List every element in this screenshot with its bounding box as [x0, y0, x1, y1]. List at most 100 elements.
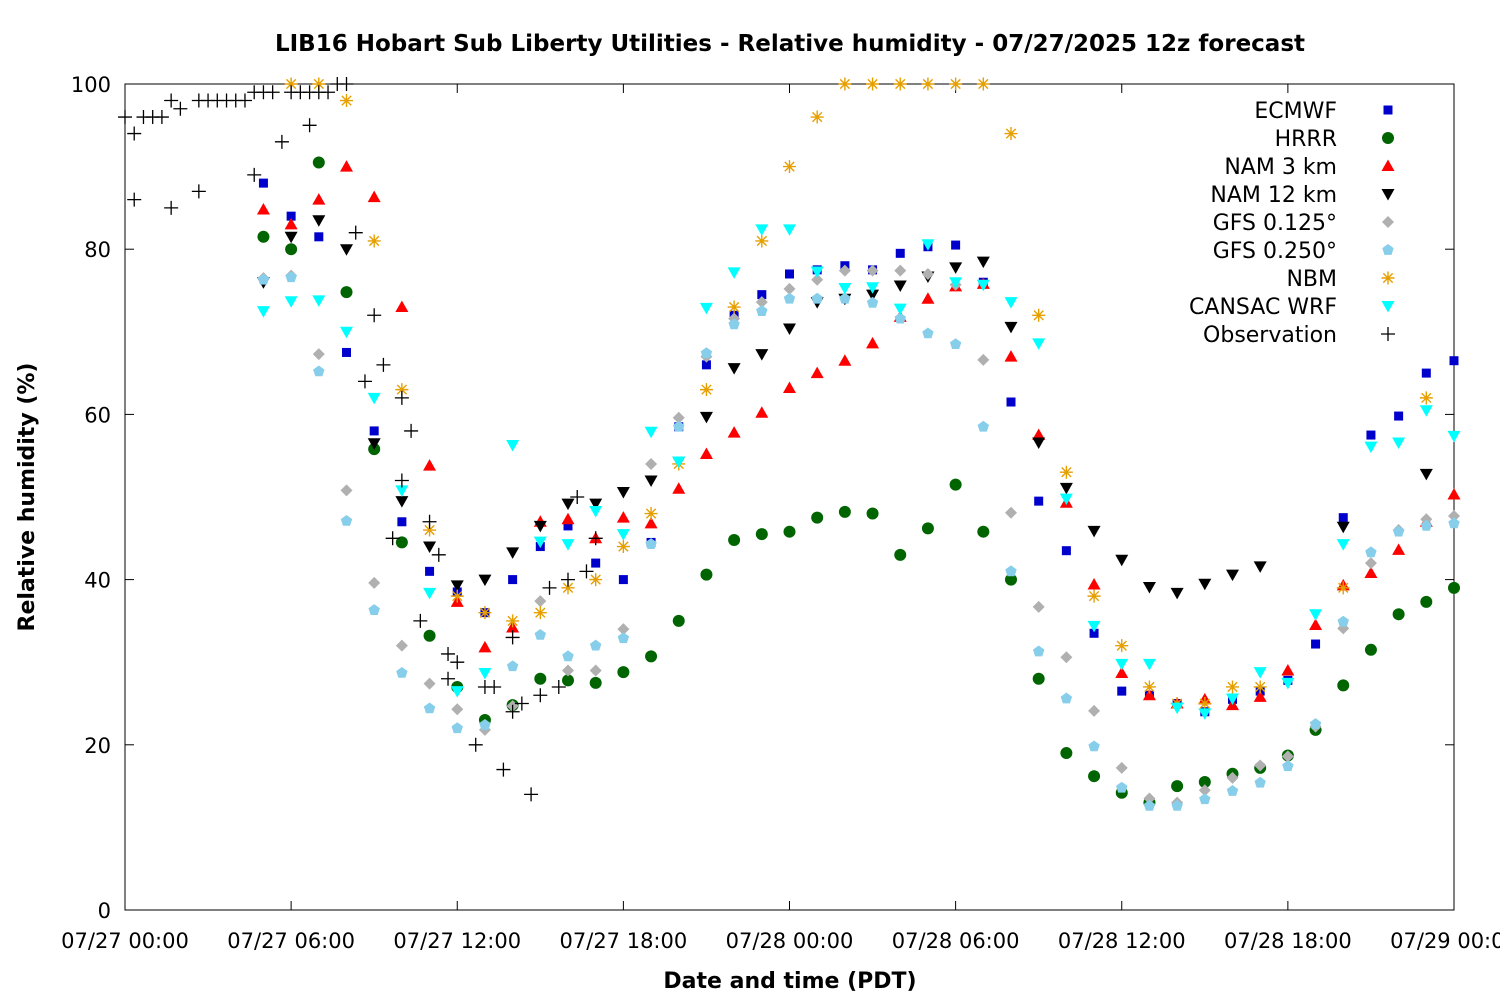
x-tick-label: 07/27 06:00 [227, 929, 355, 953]
data-point [1032, 428, 1046, 441]
data-point [173, 101, 188, 116]
data-point [533, 688, 548, 703]
data-point [866, 289, 880, 302]
data-point [895, 248, 905, 258]
data-point [1419, 405, 1433, 417]
data-point [314, 232, 324, 242]
data-point [423, 541, 437, 554]
data-point [1364, 566, 1378, 578]
data-point [534, 672, 547, 685]
data-point [451, 703, 464, 716]
data-point [783, 292, 796, 304]
data-point [1447, 488, 1461, 500]
data-point [1115, 666, 1129, 678]
data-point [1366, 430, 1376, 440]
data-point [431, 547, 446, 562]
data-point [1170, 587, 1184, 600]
data-point [1419, 391, 1433, 405]
data-point [1059, 482, 1073, 495]
data-point [1087, 578, 1101, 590]
data-point [284, 77, 298, 91]
data-point [1419, 468, 1433, 481]
data-point [423, 677, 436, 690]
y-axis: 0 20 40 60 80 100 [71, 73, 1454, 923]
data-point [1198, 697, 1212, 710]
data-point [284, 296, 298, 308]
x-tick-label: 07/28 12:00 [1058, 929, 1186, 953]
data-point [284, 231, 298, 244]
data-point [838, 283, 852, 295]
data-point [395, 300, 409, 313]
data-point [1394, 411, 1404, 421]
data-point [1309, 618, 1323, 631]
data-point [727, 426, 741, 438]
data-point [1032, 600, 1045, 613]
data-point [616, 487, 630, 499]
data-point [894, 264, 907, 277]
series-cansac-wrf [256, 224, 1461, 720]
series-gfs-0-250 [257, 271, 1460, 811]
data-point [340, 484, 353, 497]
data-point [699, 383, 713, 397]
data-point [921, 77, 935, 91]
data-point [1365, 546, 1377, 558]
data-point [1032, 437, 1046, 449]
data-point [312, 348, 325, 361]
data-point [533, 520, 547, 533]
data-point [672, 614, 685, 627]
data-point [1143, 799, 1156, 811]
data-point [949, 277, 963, 289]
data-point [524, 787, 539, 802]
series-observation [118, 77, 603, 802]
data-point [785, 269, 794, 279]
data-point [976, 279, 990, 292]
data-point [506, 614, 520, 628]
legend-marker [1381, 271, 1395, 285]
data-point [367, 234, 381, 248]
data-point [423, 523, 437, 537]
data-point [1420, 595, 1433, 608]
data-point [1198, 775, 1211, 788]
legend-label: GFS 0.250° [1213, 239, 1337, 264]
data-point [450, 686, 464, 698]
data-point [700, 568, 713, 581]
data-point [699, 302, 713, 315]
data-point [542, 580, 557, 595]
data-point [404, 423, 419, 438]
data-point [976, 77, 990, 91]
data-point [755, 406, 769, 418]
data-point [1226, 693, 1239, 706]
data-point [312, 77, 326, 91]
data-point [645, 650, 658, 663]
data-point [284, 217, 298, 230]
data-point [951, 240, 961, 250]
data-point [561, 539, 575, 551]
data-point [589, 506, 603, 518]
data-point [810, 266, 824, 279]
data-point [727, 363, 741, 375]
data-point [810, 110, 824, 124]
data-point [1448, 517, 1460, 529]
data-point [866, 296, 879, 308]
data-point [866, 264, 879, 277]
legend-label: Observation [1203, 323, 1337, 348]
data-point [441, 646, 456, 661]
data-point [1142, 680, 1156, 694]
data-point [1364, 643, 1377, 656]
data-point [617, 666, 630, 679]
data-point [496, 762, 511, 777]
data-point [921, 522, 934, 535]
data-point [1364, 557, 1377, 570]
data-point [1142, 582, 1156, 594]
data-point [1281, 663, 1295, 676]
data-point [1004, 127, 1018, 141]
data-point [1226, 785, 1239, 796]
data-point [562, 674, 574, 687]
data-point [237, 93, 252, 108]
data-point [385, 531, 400, 546]
data-point [478, 574, 492, 587]
data-point [588, 531, 603, 546]
data-point [367, 308, 382, 323]
data-point [1311, 639, 1321, 649]
